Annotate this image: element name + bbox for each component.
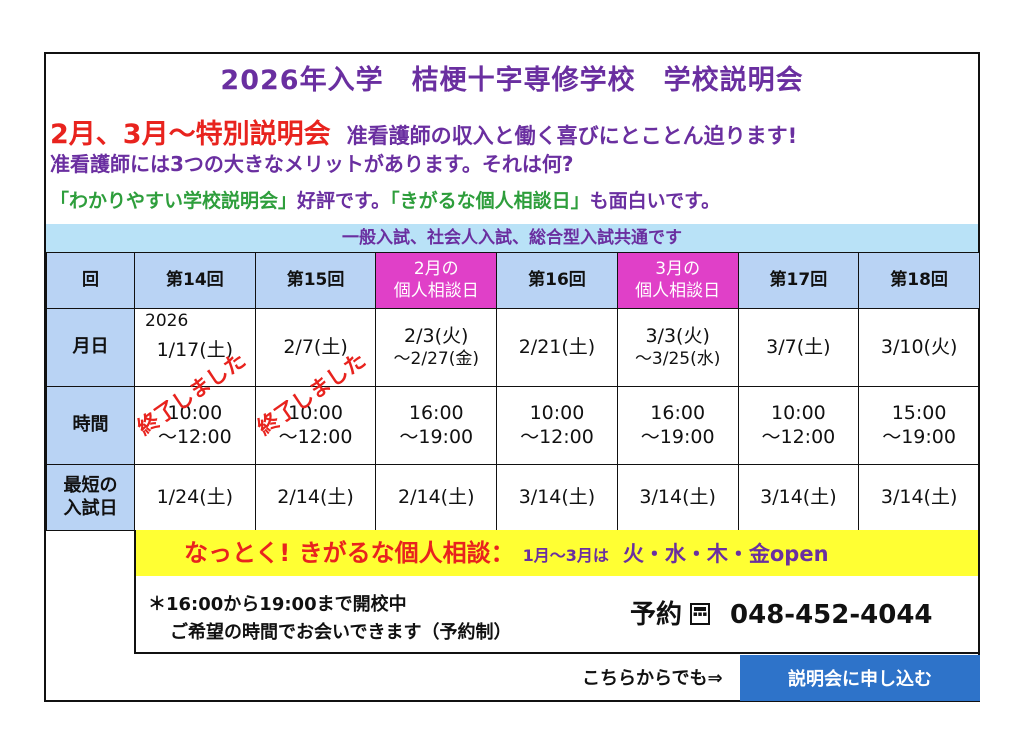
date-cell: 2/3(火) ～2/27(金) — [375, 308, 498, 387]
exam-banner: 一般入試、社会人入試、総合型入試共通です — [46, 224, 978, 252]
header-row: 回 第14回 第15回 2月の 個人相談日 第16回 3月の 個人相談日 第17回 … — [46, 252, 980, 309]
column-header: 第18回 — [858, 252, 980, 309]
column-header: 第15回 — [254, 252, 377, 309]
date-cell: 2/7(土) — [254, 308, 377, 387]
time-cell: 16:00 ～19:00 — [616, 386, 739, 465]
apply-button[interactable]: 説明会に申し込む — [740, 655, 980, 701]
headline-sub: 准看護師の収入と働く喜びにとことん迫ります! — [346, 124, 798, 148]
date-cell: 3/10(火) — [858, 308, 980, 387]
info-box: ＊16:00から19:00まで開校中 ご希望の時間でお会いできます（予約制） 予… — [134, 576, 980, 654]
column-header-consult: 3月の 個人相談日 — [616, 252, 739, 309]
row-label-date: 月日 — [46, 308, 135, 387]
review-text-1: 好評です。 — [297, 190, 391, 212]
consult-banner: なっとく! きがるな個人相談： 1月～3月は 火・水・木・金open — [134, 530, 980, 576]
headline-main: 2月、3月～特別説明会 — [50, 119, 331, 150]
open-hours-note: ＊16:00から19:00まで開校中 — [148, 594, 407, 615]
reservation-line: 予約 048-452-4044 — [630, 594, 933, 631]
date-cell: 2/21(土) — [496, 308, 618, 387]
review-seminar: 「わかりやすい学校説明会」 — [50, 190, 298, 212]
exam-cell: 2/14(土) — [375, 464, 498, 531]
year-label: 2026 — [145, 311, 189, 331]
reservation-label: 予約 — [630, 600, 683, 630]
time-row: 時間 10:00 ～12:00 10:00 ～12:00 16:00 ～19:00 1… — [46, 386, 980, 465]
review-line: 「わかりやすい学校説明会」好評です。「きがるな個人相談日」も面白いです。 — [50, 186, 720, 213]
exam-cell: 3/14(土) — [616, 464, 739, 531]
time-cell: 10:00 ～12:00 — [254, 386, 377, 465]
time-cell: 16:00 ～19:00 — [375, 386, 498, 465]
reservation-note: ご希望の時間でお会いできます（予約制） — [170, 622, 512, 643]
consult-colon: ： — [490, 539, 515, 567]
exam-cell: 1/24(土) — [134, 464, 256, 531]
apply-prompt: こちらからでも⇒ — [582, 668, 723, 689]
exam-cell: 2/14(土) — [254, 464, 377, 531]
column-header: 第16回 — [496, 252, 618, 309]
headline: 2月、3月～特別説明会 准看護師の収入と働く喜びにとことん迫ります! — [50, 112, 797, 151]
consult-period: 1月～3月は — [522, 546, 609, 565]
time-cell: 15:00 ～19:00 — [858, 386, 980, 465]
exam-cell: 3/14(土) — [858, 464, 980, 531]
review-consult: 「きがるな個人相談日」 — [390, 190, 590, 212]
time-cell: 10:00 ～12:00 — [737, 386, 860, 465]
row-label-round: 回 — [46, 252, 135, 309]
telephone-icon — [690, 602, 711, 625]
exam-cell: 3/14(土) — [737, 464, 860, 531]
time-cell: 10:00 ～12:00 — [134, 386, 256, 465]
row-label-exam: 最短の 入試日 — [46, 464, 135, 531]
time-cell: 10:00 ～12:00 — [496, 386, 618, 465]
merit-line: 准看護師には3つの大きなメリットがあります。それは何? — [50, 152, 574, 176]
column-header: 第14回 — [134, 252, 256, 309]
consult-days: 火・水・木・金open — [622, 542, 829, 566]
phone-number[interactable]: 048-452-4044 — [730, 600, 933, 630]
column-header-consult: 2月の 個人相談日 — [375, 252, 498, 309]
date-cell: 3/3(火) ～3/25(水) — [616, 308, 739, 387]
schedule-table: 回 第14回 第15回 2月の 個人相談日 第16回 3月の 個人相談日 第17回 … — [46, 252, 980, 531]
column-header: 第17回 — [737, 252, 860, 309]
exam-row: 最短の 入試日 1/24(土) 2/14(土) 2/14(土) 3/14(土) 3… — [46, 464, 980, 531]
review-text-2: も面白いです。 — [589, 190, 721, 212]
date-cell: 2026 1/17(土) — [134, 308, 256, 387]
date-row: 月日 2026 1/17(土) 2/7(土) 2/3(火) ～2/27(金) 2/… — [46, 308, 980, 387]
consult-title: なっとく! きがるな個人相談 — [184, 539, 491, 567]
exam-cell: 3/14(土) — [496, 464, 618, 531]
date-cell: 3/7(土) — [737, 308, 860, 387]
row-label-time: 時間 — [46, 386, 135, 465]
page-title: 2026年入学 桔梗十字専修学校 学校説明会 — [220, 65, 804, 96]
